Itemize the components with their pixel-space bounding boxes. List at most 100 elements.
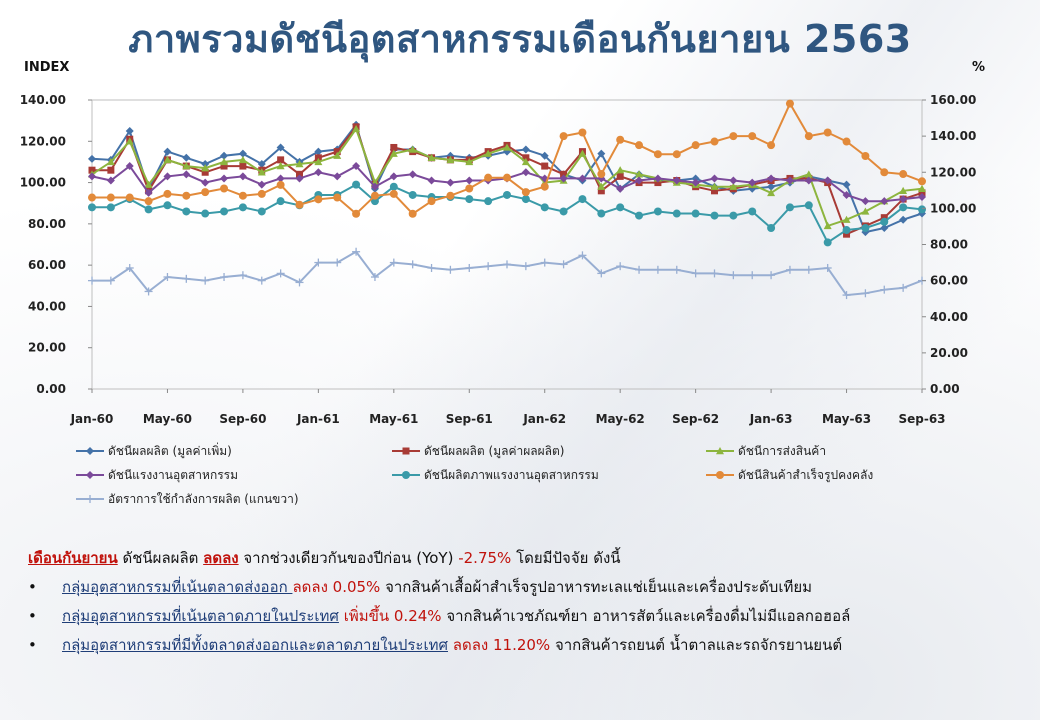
data-point <box>710 174 719 183</box>
data-point <box>729 176 738 185</box>
data-point <box>842 190 851 199</box>
data-point <box>559 260 568 269</box>
legend-item: ดัชนีสินค้าสำเร็จรูปคงคลัง <box>706 467 873 483</box>
data-point <box>880 197 889 206</box>
data-point <box>748 207 757 216</box>
data-point <box>767 223 776 232</box>
data-point <box>408 170 417 179</box>
data-point <box>540 182 549 191</box>
x-tick-label: May-60 <box>143 412 192 426</box>
data-point <box>710 211 719 220</box>
data-point <box>823 238 832 247</box>
left-tick-label: 140.00 <box>20 93 66 107</box>
data-point <box>597 209 606 218</box>
data-point <box>616 166 625 174</box>
legend-item: ดัชนีการส่งสินค้า <box>706 444 826 458</box>
data-point <box>616 135 625 144</box>
data-point <box>484 262 493 271</box>
data-point <box>653 150 662 159</box>
data-point <box>295 278 304 287</box>
summary-bullet-domestic: • กลุ่มอุตสาหกรรมที่เน้นตลาดภายในประเทศ เ… <box>28 602 1028 631</box>
data-point <box>804 132 813 141</box>
data-point <box>125 126 134 135</box>
bullet-trend: ลดลง 0.05% <box>292 578 381 596</box>
summary-text-1: ดัชนีผลผลิต <box>117 549 204 567</box>
data-point <box>729 211 738 220</box>
data-point <box>842 180 851 189</box>
data-point <box>220 151 229 160</box>
data-point <box>88 193 96 202</box>
bullet-group: กลุ่มอุตสาหกรรมที่เน้นตลาดภายในประเทศ <box>62 607 339 625</box>
data-point <box>446 155 455 164</box>
bullet-marker: • <box>28 607 37 625</box>
data-point <box>220 184 229 193</box>
data-point <box>144 197 153 206</box>
data-point <box>465 263 474 272</box>
data-point <box>125 193 134 202</box>
x-tick-label: May-63 <box>822 412 871 426</box>
data-point <box>541 162 549 170</box>
data-point <box>389 149 398 157</box>
data-point <box>597 170 606 179</box>
data-point <box>238 172 247 181</box>
legend-item: อัตราการใช้กำลังการผลิต (แกนขวา) <box>76 492 299 506</box>
right-tick-label: 40.00 <box>930 310 968 324</box>
data-point <box>163 172 172 181</box>
data-point <box>314 154 322 162</box>
data-point <box>842 291 851 300</box>
data-point <box>389 172 398 181</box>
data-point <box>182 191 191 200</box>
data-point <box>465 176 474 185</box>
data-point <box>729 132 738 141</box>
data-point <box>635 211 644 220</box>
data-point <box>560 170 568 178</box>
data-point <box>201 209 210 218</box>
right-tick-label: 100.00 <box>930 201 976 215</box>
data-point <box>106 193 115 202</box>
data-point <box>314 258 323 267</box>
data-point <box>484 173 493 182</box>
data-point <box>402 447 410 455</box>
summary-bullet-both: • กลุ่มอุตสาหกรรมที่มีทั้งตลาดส่งออกและตล… <box>28 631 1028 660</box>
summary-headline: เดือนกันยายน ดัชนีผลผลิต ลดลง จากช่วงเดี… <box>28 544 1028 573</box>
data-point <box>427 197 436 206</box>
data-point <box>861 289 870 298</box>
legend-label: ดัชนีสินค้าสำเร็จรูปคงคลัง <box>738 467 873 483</box>
data-point <box>711 187 718 195</box>
data-point <box>106 176 115 185</box>
data-point <box>390 143 398 151</box>
data-point <box>238 203 247 212</box>
right-tick-label: 80.00 <box>930 238 968 252</box>
data-point <box>597 182 606 190</box>
data-point <box>163 155 172 164</box>
data-point <box>691 141 700 150</box>
data-point <box>899 186 908 195</box>
data-point <box>408 260 417 269</box>
data-point <box>616 172 624 180</box>
data-point <box>823 176 832 185</box>
series-6 <box>88 247 926 300</box>
data-point <box>314 157 323 166</box>
left-tick-label: 120.00 <box>20 134 66 148</box>
data-point <box>880 223 889 232</box>
data-point <box>578 128 587 137</box>
data-point <box>729 182 738 190</box>
data-point <box>144 188 153 197</box>
data-point <box>522 154 530 162</box>
data-point <box>201 188 210 197</box>
data-point <box>918 193 926 202</box>
bullet-trend: เพิ่มขึ้น 0.24% <box>338 607 442 625</box>
series-2 <box>88 124 926 230</box>
data-point <box>257 159 266 168</box>
left-tick-label: 0.00 <box>36 382 66 396</box>
data-point <box>427 263 436 272</box>
data-point <box>503 143 511 151</box>
data-point <box>201 164 210 172</box>
legend-item: ดัชนีผลผลิต (มูลค่าเพิ่ม) <box>76 442 232 459</box>
data-point <box>88 203 96 212</box>
data-point <box>276 162 285 170</box>
series-5 <box>88 99 926 218</box>
data-point <box>276 269 285 278</box>
data-point <box>578 149 587 157</box>
data-point <box>559 207 568 216</box>
